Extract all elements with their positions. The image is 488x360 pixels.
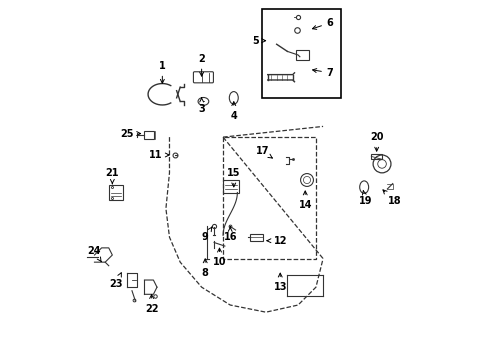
- Bar: [144, 131, 154, 139]
- Text: 20: 20: [369, 132, 383, 151]
- Text: 3: 3: [198, 98, 204, 113]
- Bar: [370, 154, 381, 159]
- Text: 16: 16: [223, 226, 237, 242]
- Bar: [223, 180, 239, 193]
- Text: 17: 17: [255, 147, 272, 158]
- Bar: [262, 9, 340, 98]
- Text: 25: 25: [120, 129, 141, 139]
- Text: 2: 2: [198, 54, 204, 76]
- Text: 19: 19: [359, 191, 372, 206]
- Text: 5: 5: [251, 36, 265, 46]
- Text: 6: 6: [312, 18, 333, 30]
- Bar: [108, 185, 123, 200]
- Text: 18: 18: [382, 190, 401, 206]
- Bar: [296, 50, 308, 60]
- Bar: [249, 234, 263, 241]
- Text: 8: 8: [202, 259, 208, 278]
- Text: 1: 1: [159, 61, 165, 83]
- Text: 15: 15: [226, 168, 240, 187]
- Text: 23: 23: [109, 273, 122, 289]
- Text: 21: 21: [105, 168, 119, 184]
- Text: 22: 22: [144, 294, 158, 314]
- Text: 12: 12: [266, 236, 286, 246]
- Text: 4: 4: [230, 102, 237, 121]
- Text: 10: 10: [212, 248, 226, 267]
- Text: 9: 9: [202, 227, 212, 242]
- Text: 7: 7: [312, 68, 333, 78]
- Text: 24: 24: [87, 247, 101, 262]
- Text: 13: 13: [273, 273, 286, 292]
- Text: 11: 11: [148, 150, 169, 160]
- Text: 14: 14: [298, 191, 311, 210]
